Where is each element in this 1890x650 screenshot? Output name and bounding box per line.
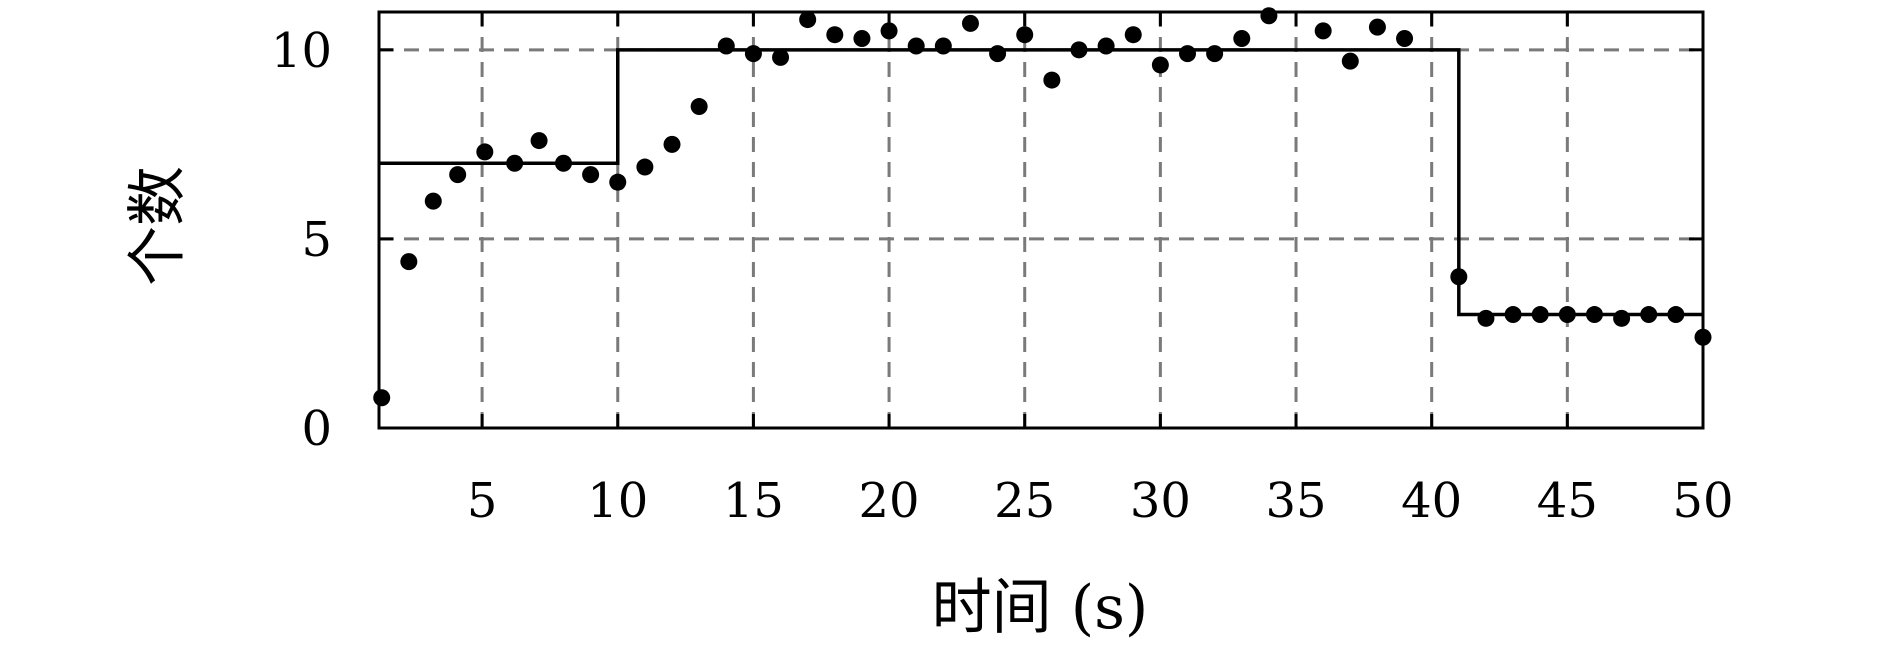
data-point (1043, 71, 1061, 89)
data-point (744, 45, 762, 63)
data-point (554, 154, 572, 172)
data-point (1450, 268, 1468, 286)
data-point (609, 173, 627, 191)
data-point (1667, 306, 1685, 324)
data-point (636, 158, 654, 176)
data-point (907, 37, 925, 55)
data-point (880, 22, 898, 40)
tick-layer (379, 12, 1705, 428)
data-point (934, 37, 952, 55)
data-point (961, 14, 979, 32)
x-axis-title: 时间 (s) (932, 573, 1149, 643)
x-tick-label: 35 (1265, 473, 1326, 529)
data-point (449, 166, 467, 184)
data-point (1314, 22, 1332, 40)
data-point (853, 29, 871, 47)
x-tick-label: 50 (1672, 473, 1733, 529)
data-point (1640, 306, 1658, 324)
data-point (1097, 37, 1115, 55)
x-tick-label: 15 (723, 473, 784, 529)
step-line-layer (379, 48, 1703, 317)
data-point (663, 135, 681, 153)
data-point (1504, 306, 1522, 324)
data-point (799, 11, 817, 29)
step-fit-line (379, 48, 1703, 317)
x-tick-label: 20 (859, 473, 920, 529)
y-tick-label: 10 (271, 23, 332, 79)
data-point (1341, 52, 1359, 70)
data-point (506, 154, 524, 172)
tick-label-layer: 5 10 15 20 25 30 35 40 45 50 0 5 10 (271, 23, 1734, 529)
data-point (1368, 18, 1386, 36)
data-point (1151, 56, 1169, 74)
data-point (476, 143, 494, 161)
data-point (772, 48, 790, 66)
grid-layer (379, 12, 1703, 428)
data-point (1260, 7, 1278, 25)
data-point (826, 26, 844, 44)
data-point (1531, 306, 1549, 324)
data-point (1477, 309, 1495, 327)
data-point (582, 166, 600, 184)
y-axis-title: 个数 (123, 166, 193, 286)
data-point (1558, 306, 1576, 324)
y-tick-label: 0 (301, 401, 332, 457)
y-tick-label: 5 (301, 212, 332, 268)
data-point (424, 192, 442, 210)
data-point (989, 45, 1007, 63)
data-point (1179, 45, 1197, 63)
data-point (1016, 26, 1034, 44)
x-tick-label: 25 (994, 473, 1055, 529)
x-tick-label: 45 (1537, 473, 1598, 529)
x-tick-label: 40 (1401, 473, 1462, 529)
plot-frame-layer (377, 10, 1705, 430)
data-point (1585, 306, 1603, 324)
data-point (717, 37, 735, 55)
data-point (1124, 26, 1142, 44)
data-point (1070, 41, 1088, 59)
data-point (400, 253, 418, 271)
data-point (1694, 328, 1712, 346)
x-tick-label: 30 (1130, 473, 1191, 529)
data-point (690, 98, 708, 116)
data-point (530, 132, 548, 150)
x-tick-label: 5 (467, 473, 498, 529)
data-point (1613, 309, 1631, 327)
x-tick-label: 10 (587, 473, 648, 529)
scatter-points-layer (373, 7, 1712, 407)
data-point (373, 389, 391, 407)
data-point (1396, 29, 1414, 47)
data-point (1206, 45, 1224, 63)
plot-frame (377, 10, 1705, 430)
data-point (1233, 29, 1251, 47)
